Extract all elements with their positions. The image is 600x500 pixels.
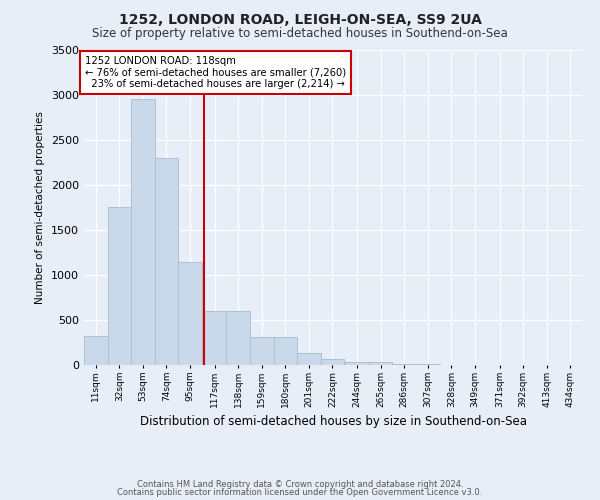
Bar [226,311,250,365]
Bar [369,362,392,365]
Bar [203,311,226,365]
Bar [155,158,178,365]
Bar [131,100,155,365]
Bar [131,100,155,365]
Bar [416,364,440,365]
Text: Size of property relative to semi-detached houses in Southend-on-Sea: Size of property relative to semi-detach… [92,28,508,40]
Bar [250,337,274,365]
Text: Contains HM Land Registry data © Crown copyright and database right 2024.: Contains HM Land Registry data © Crown c… [137,480,463,489]
Bar [178,262,202,365]
Bar [346,362,369,365]
Bar [392,364,416,365]
Text: 1252, LONDON ROAD, LEIGH-ON-SEA, SS9 2UA: 1252, LONDON ROAD, LEIGH-ON-SEA, SS9 2UA [119,12,481,26]
Text: Contains public sector information licensed under the Open Government Licence v3: Contains public sector information licen… [118,488,482,497]
Text: 1252 LONDON ROAD: 118sqm
← 76% of semi-detached houses are smaller (7,260)
  23%: 1252 LONDON ROAD: 118sqm ← 76% of semi-d… [85,56,346,90]
Bar [84,336,107,365]
Bar [203,311,226,365]
Bar [346,362,369,365]
Bar [155,158,178,365]
Bar [320,359,344,365]
X-axis label: Distribution of semi-detached houses by size in Southend-on-Sea: Distribution of semi-detached houses by … [139,416,527,428]
Bar [226,311,250,365]
Bar [320,359,344,365]
Bar [297,354,320,365]
Bar [250,337,274,365]
Bar [297,354,320,365]
Bar [274,337,297,365]
Bar [416,364,440,365]
Bar [369,362,392,365]
Y-axis label: Number of semi-detached properties: Number of semi-detached properties [35,111,46,304]
Bar [84,336,107,365]
Bar [178,262,202,365]
Bar [107,208,131,365]
Bar [392,364,416,365]
Bar [107,208,131,365]
Bar [274,337,297,365]
